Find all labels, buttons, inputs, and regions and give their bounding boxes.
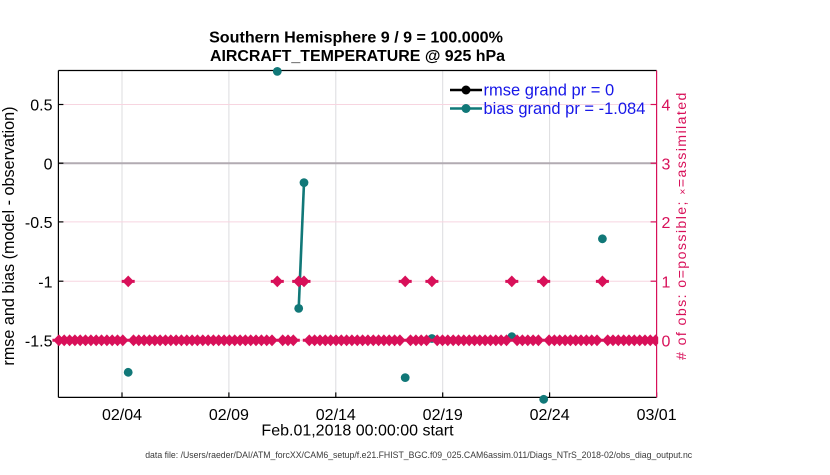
svg-text:Feb.01,2018 00:00:00 start: Feb.01,2018 00:00:00 start bbox=[261, 422, 454, 439]
svg-text:AIRCRAFT_TEMPERATURE @ 925 hPa: AIRCRAFT_TEMPERATURE @ 925 hPa bbox=[210, 48, 505, 65]
svg-text:-1: -1 bbox=[38, 274, 52, 291]
svg-text:02/09: 02/09 bbox=[209, 407, 249, 424]
svg-text:bias grand pr = -1.084: bias grand pr = -1.084 bbox=[484, 100, 646, 118]
svg-text:Southern Hemisphere 9 / 9 = 10: Southern Hemisphere 9 / 9 = 100.000% bbox=[209, 29, 503, 47]
svg-text:0: 0 bbox=[44, 156, 53, 173]
svg-text:rmse and bias (model - observa: rmse and bias (model - observation) bbox=[0, 106, 18, 365]
svg-text:1: 1 bbox=[662, 274, 671, 291]
svg-text:03/01: 03/01 bbox=[637, 407, 677, 424]
svg-text:2: 2 bbox=[662, 215, 671, 232]
svg-text:02/24: 02/24 bbox=[530, 407, 570, 424]
svg-text:4: 4 bbox=[662, 98, 671, 115]
svg-text:0.5: 0.5 bbox=[30, 98, 52, 115]
svg-text:data file: /Users/raeder/DAI/A: data file: /Users/raeder/DAI/ATM_forcXX/… bbox=[145, 450, 693, 460]
svg-text:-1.5: -1.5 bbox=[25, 334, 53, 351]
svg-text:rmse grand pr = 0: rmse grand pr = 0 bbox=[484, 82, 615, 100]
svg-text:02/14: 02/14 bbox=[316, 407, 356, 424]
svg-text:3: 3 bbox=[662, 156, 671, 173]
svg-text:0: 0 bbox=[662, 334, 671, 351]
svg-text:02/04: 02/04 bbox=[102, 407, 142, 424]
svg-text:-0.5: -0.5 bbox=[25, 215, 53, 232]
svg-text:02/19: 02/19 bbox=[423, 407, 463, 424]
svg-text:# of obs: o=possible; ×=assimi: # of obs: o=possible; ×=assimilated bbox=[674, 91, 690, 360]
